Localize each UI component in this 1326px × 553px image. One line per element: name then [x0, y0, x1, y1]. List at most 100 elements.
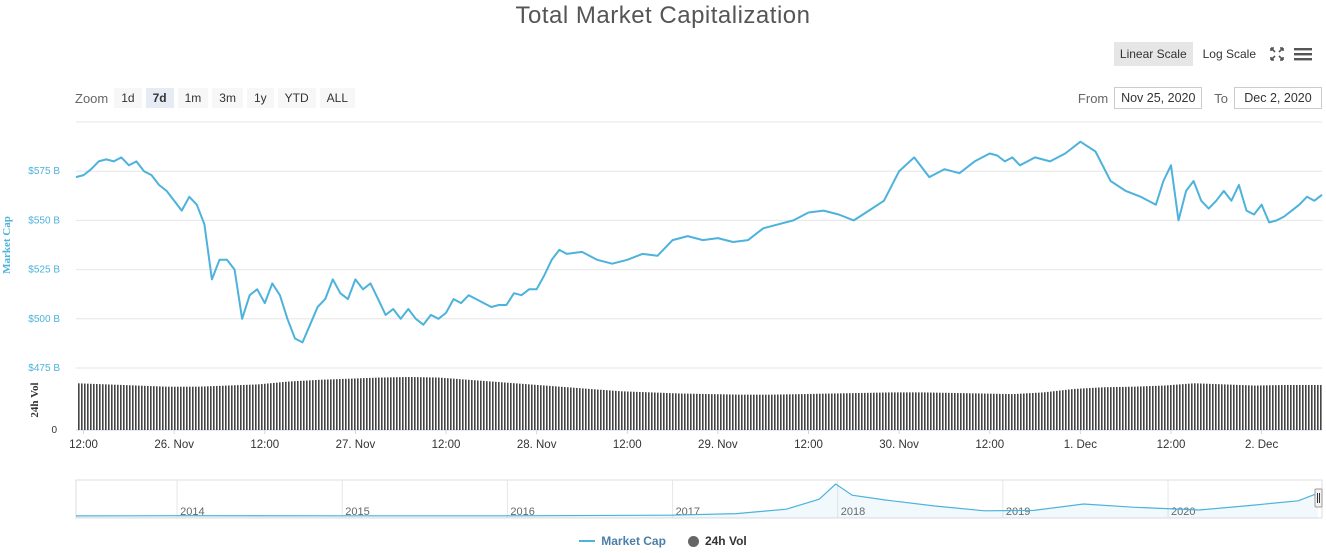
from-date-input[interactable]	[1114, 87, 1203, 109]
vol-bar	[1101, 387, 1103, 430]
zoom-button-1y[interactable]: 1y	[246, 88, 274, 108]
vol-bar	[405, 377, 407, 430]
vol-bar	[837, 393, 839, 430]
zoom-button-ytd[interactable]: YTD	[277, 88, 316, 108]
vol-bar	[333, 379, 335, 430]
vol-bar	[570, 387, 572, 430]
vol-bar	[759, 394, 761, 430]
vol-bar	[981, 393, 983, 430]
x-tick-label: 28. Nov	[517, 439, 557, 451]
vol-bar	[168, 386, 170, 430]
vol-bar	[252, 384, 254, 430]
vol-bar	[1005, 393, 1007, 430]
vol-bar	[735, 394, 737, 430]
navigator-area	[76, 484, 1318, 518]
vol-bar	[348, 378, 350, 430]
vol-bar	[1146, 386, 1148, 430]
vol-bar	[267, 383, 269, 430]
vol-bar	[918, 392, 920, 430]
vol-bar	[1020, 393, 1022, 430]
zoom-button-1d[interactable]: 1d	[114, 88, 142, 108]
vol-bar	[561, 386, 563, 430]
y-tick-label: $575 B	[28, 166, 60, 177]
vol-bar	[156, 386, 158, 430]
vol-bar	[1053, 391, 1055, 430]
vol-bar	[1092, 387, 1094, 430]
vol-bar	[117, 384, 119, 430]
vol-bar	[1230, 384, 1232, 430]
vol-bar	[1107, 387, 1109, 430]
vol-bar	[930, 392, 932, 430]
vol-bar	[1083, 388, 1085, 430]
x-tick-label: 27. Nov	[336, 439, 376, 451]
vol-bar	[588, 388, 590, 430]
vol-bar	[696, 393, 698, 430]
menu-icon[interactable]	[1292, 43, 1314, 65]
vol-bar	[111, 384, 113, 430]
vol-bar	[840, 393, 842, 430]
vol-bar	[1206, 383, 1208, 430]
log-scale-button[interactable]: Log Scale	[1196, 42, 1262, 66]
vol-bar	[1224, 384, 1226, 430]
vol-bar	[417, 377, 419, 430]
vol-bar	[273, 382, 275, 430]
vol-bar	[618, 391, 620, 430]
vol-bar	[402, 377, 404, 430]
vol-bar	[777, 394, 779, 430]
zoom-button-3m[interactable]: 3m	[212, 88, 243, 108]
legend-item-24h-vol[interactable]: 24h Vol	[687, 534, 747, 548]
x-tick-label: 12:00	[613, 439, 642, 451]
vol-bar	[1041, 392, 1043, 430]
vol-bar	[96, 384, 98, 430]
vol-bar	[594, 389, 596, 430]
vol-bar	[873, 392, 875, 430]
vol-bar	[432, 377, 434, 430]
navigator-year-label: 2016	[510, 506, 534, 518]
fullscreen-icon[interactable]	[1266, 43, 1288, 65]
navigator-handle[interactable]	[1314, 488, 1323, 508]
vol-bar	[192, 386, 194, 430]
vol-bar	[1023, 393, 1025, 430]
vol-bar	[1281, 385, 1283, 430]
vol-bar	[282, 382, 284, 430]
vol-bar	[78, 383, 80, 430]
vol-bar	[174, 386, 176, 430]
zoom-button-7d[interactable]: 7d	[145, 88, 174, 108]
vol-bar	[108, 384, 110, 430]
zoom-button-1m[interactable]: 1m	[177, 88, 209, 108]
vol-bar	[453, 378, 455, 430]
vol-bar	[954, 392, 956, 430]
vol-bar	[933, 392, 935, 430]
vol-bar	[891, 392, 893, 430]
vol-bar	[831, 393, 833, 430]
vol-bar	[186, 386, 188, 430]
linear-scale-button[interactable]: Linear Scale	[1113, 42, 1193, 66]
to-date-input[interactable]	[1234, 87, 1322, 109]
vol-bar	[1110, 387, 1112, 430]
legend-item-market-cap[interactable]: Market Cap	[579, 534, 666, 548]
vol-bar	[843, 393, 845, 430]
zoom-button-all[interactable]: ALL	[319, 88, 355, 108]
vol-bar	[1095, 387, 1097, 430]
vol-bar	[867, 392, 869, 430]
vol-bar	[1176, 384, 1178, 430]
vol-bar	[756, 394, 758, 430]
vol-bar	[1038, 392, 1040, 430]
vol-bar	[645, 392, 647, 430]
vol-bar	[627, 391, 629, 430]
vol-bar	[792, 394, 794, 430]
from-label: From	[1077, 90, 1109, 106]
vol-bar	[639, 391, 641, 430]
vol-bar	[264, 383, 266, 430]
y-tick-label: $525 B	[28, 265, 60, 276]
vol-bar	[912, 392, 914, 430]
vol-bar	[393, 377, 395, 430]
vol-bar	[1017, 393, 1019, 430]
vol-bar	[303, 380, 305, 430]
vol-bar	[1185, 383, 1187, 430]
vol-bar	[477, 380, 479, 430]
vol-bar	[225, 385, 227, 430]
vol-bar	[693, 393, 695, 430]
vol-bar	[231, 385, 233, 430]
vol-bar	[378, 377, 380, 430]
